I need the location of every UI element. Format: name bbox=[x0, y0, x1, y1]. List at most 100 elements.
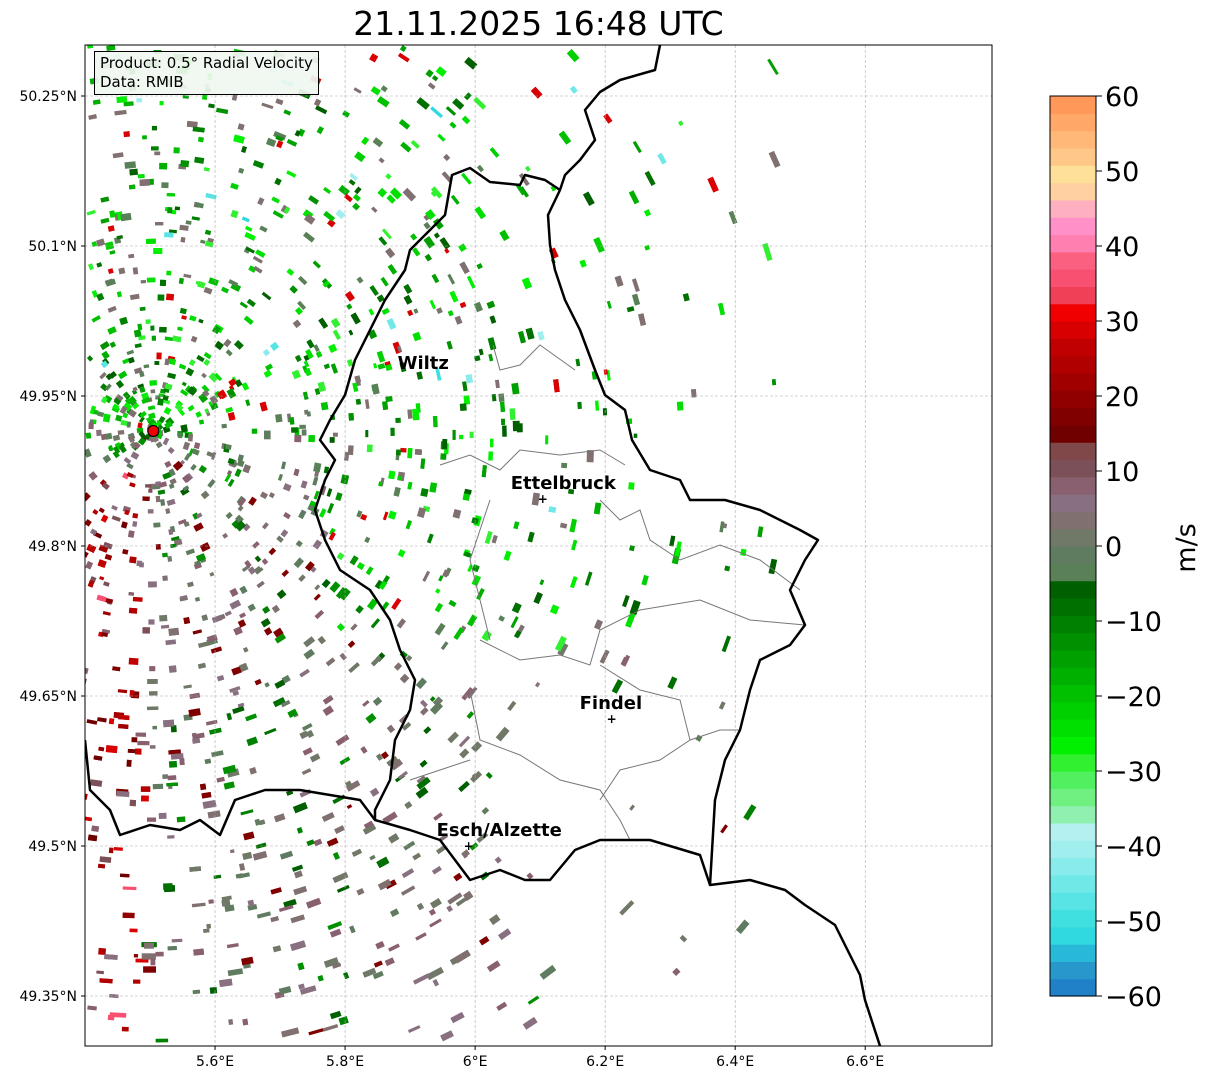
echo-cell bbox=[228, 1019, 234, 1025]
echo-cell bbox=[195, 280, 201, 286]
echo-cell bbox=[117, 689, 128, 694]
echo-cell bbox=[388, 470, 396, 480]
echo-cell bbox=[351, 848, 362, 857]
echo-cell bbox=[430, 701, 443, 715]
product-info-box: Product: 0.5° Radial Velocity Data: RMIB bbox=[94, 51, 319, 95]
echo-cell bbox=[133, 953, 139, 958]
echo-cell bbox=[447, 273, 456, 285]
echo-cell bbox=[272, 945, 282, 953]
echo-cell bbox=[149, 379, 158, 386]
echo-cell bbox=[403, 840, 416, 851]
echo-cell bbox=[314, 471, 320, 478]
echo-cell bbox=[380, 276, 389, 287]
echo-cell bbox=[312, 260, 321, 269]
echo-cell bbox=[283, 898, 297, 908]
echo-cell bbox=[232, 705, 245, 714]
echo-cell bbox=[629, 545, 635, 552]
echo-cell bbox=[459, 748, 470, 759]
echo-cell bbox=[112, 666, 121, 672]
echo-cell bbox=[369, 285, 379, 296]
echo-cell bbox=[225, 349, 233, 357]
echo-cell bbox=[397, 770, 408, 780]
echo-cell bbox=[757, 526, 764, 538]
echo-cell bbox=[185, 548, 196, 556]
echo-cell bbox=[463, 551, 472, 558]
echo-cell bbox=[519, 173, 530, 186]
echo-cell bbox=[455, 897, 467, 907]
echo-cell bbox=[373, 960, 383, 968]
colorbar-bin bbox=[1050, 494, 1096, 512]
echo-cell bbox=[329, 437, 335, 443]
echo-cell bbox=[405, 519, 412, 530]
echo-cell bbox=[352, 382, 359, 392]
echo-cell bbox=[90, 528, 98, 536]
echo-cell bbox=[260, 618, 271, 628]
echo-cell bbox=[98, 507, 105, 514]
echo-cell bbox=[195, 512, 203, 519]
echo-cell bbox=[189, 692, 201, 700]
echo-cell bbox=[481, 807, 490, 815]
echo-cell bbox=[276, 140, 284, 149]
city-marker-icon: + bbox=[464, 839, 474, 853]
echo-cell bbox=[495, 726, 510, 742]
echo-cell bbox=[401, 721, 412, 731]
echo-cell bbox=[386, 194, 396, 204]
echo-cell bbox=[173, 147, 180, 154]
echo-cell bbox=[264, 430, 271, 440]
echo-cell bbox=[85, 816, 93, 822]
echo-cell bbox=[180, 424, 188, 433]
echo-cell bbox=[530, 86, 543, 99]
echo-cell bbox=[336, 552, 345, 561]
echo-cell bbox=[127, 435, 135, 443]
echo-cell bbox=[206, 451, 215, 458]
echo-cell bbox=[403, 294, 413, 305]
echo-cell bbox=[122, 548, 129, 555]
echo-cell bbox=[488, 451, 494, 461]
echo-cell bbox=[143, 966, 156, 973]
echo-cell bbox=[261, 558, 269, 565]
echo-cell bbox=[124, 161, 137, 169]
echo-cell bbox=[264, 682, 270, 688]
echo-cell bbox=[182, 485, 190, 492]
echo-cell bbox=[268, 492, 275, 499]
echo-cell bbox=[273, 813, 286, 823]
echo-cell bbox=[178, 277, 185, 285]
lat-tick-label: 49.95°N bbox=[19, 389, 77, 405]
echo-cell bbox=[103, 394, 113, 404]
colorbar-bin bbox=[1050, 978, 1096, 997]
echo-cell bbox=[314, 609, 325, 620]
echo-cell bbox=[678, 120, 684, 127]
echo-cell bbox=[138, 335, 146, 341]
echo-cell bbox=[327, 503, 334, 514]
echo-cell bbox=[395, 417, 401, 423]
echo-cell bbox=[224, 610, 232, 617]
echo-cell bbox=[511, 382, 520, 395]
echo-cell bbox=[378, 580, 388, 590]
echo-cell bbox=[291, 369, 301, 380]
echo-cell bbox=[491, 534, 498, 544]
colorbar-bin bbox=[1050, 632, 1096, 651]
echo-cell bbox=[488, 353, 494, 362]
echo-cell bbox=[328, 532, 336, 541]
echo-cell bbox=[146, 706, 159, 711]
echo-cell bbox=[137, 323, 143, 331]
echo-cell bbox=[293, 870, 303, 879]
echo-cell bbox=[216, 776, 225, 783]
echo-cell bbox=[102, 611, 111, 616]
echo-cell bbox=[291, 864, 304, 872]
echo-cell bbox=[189, 866, 202, 872]
echo-cell bbox=[115, 380, 125, 389]
echo-cell bbox=[559, 522, 568, 529]
echo-cell bbox=[539, 964, 557, 980]
echo-cell bbox=[306, 339, 315, 349]
lon-tick-label: 6.4°E bbox=[716, 1054, 754, 1070]
echo-cell bbox=[157, 489, 166, 495]
city-label: Ettelbruck bbox=[511, 473, 617, 494]
echo-cell bbox=[225, 407, 233, 413]
echo-cell bbox=[172, 460, 183, 471]
echo-cell bbox=[198, 419, 205, 425]
axis-ticks: 5.6°E 5.8°E 6°E 6.2°E 6.4°E 6.6°E 50.25°N 50.1°… bbox=[19, 89, 884, 1070]
echo-cell bbox=[644, 171, 656, 186]
echo-cell bbox=[452, 509, 462, 519]
echo-cell bbox=[614, 275, 624, 287]
